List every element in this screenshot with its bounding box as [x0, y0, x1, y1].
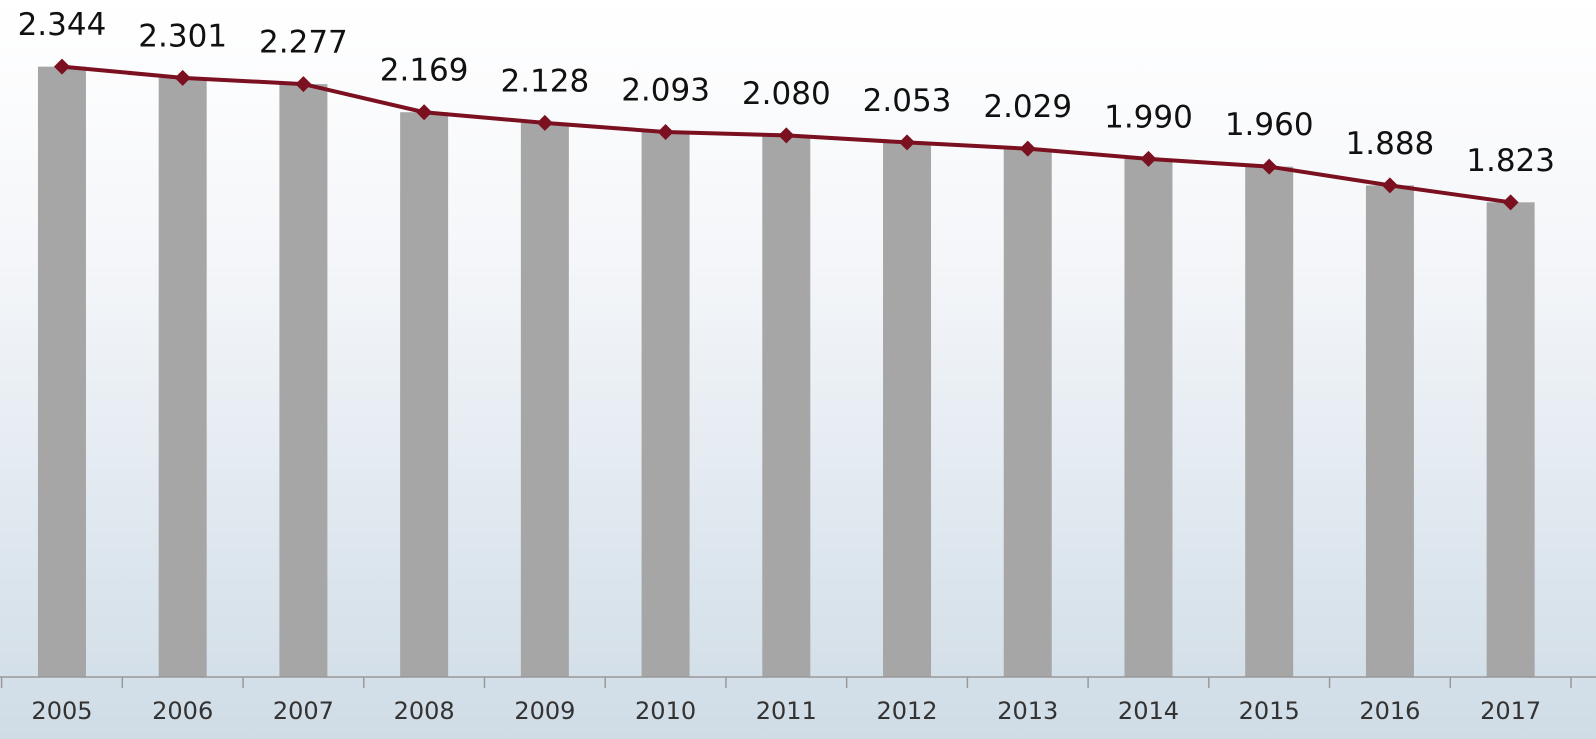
x-tick-label: 2006 [152, 697, 213, 725]
value-label: 2.128 [500, 63, 589, 99]
x-tick-label: 2005 [31, 697, 92, 725]
value-label: 2.169 [380, 53, 469, 89]
bar [279, 84, 327, 677]
value-label: 1.960 [1225, 107, 1314, 143]
value-label: 2.277 [259, 25, 348, 61]
value-label: 2.053 [863, 83, 952, 119]
bar [1487, 202, 1535, 677]
value-label: 2.301 [138, 18, 227, 54]
x-tick-label: 2016 [1359, 697, 1420, 725]
x-tick-label: 2015 [1239, 697, 1300, 725]
bar [1366, 185, 1414, 677]
value-label: 2.344 [18, 7, 107, 43]
bar [400, 112, 448, 677]
chart: 2.344 2005 2.301 2006 2.277 2007 2.169 2008 2.12… [0, 0, 1596, 739]
x-tick-label: 2012 [876, 697, 937, 725]
bar [762, 135, 810, 677]
value-label: 1.990 [1104, 99, 1193, 135]
bar [38, 67, 86, 677]
x-tick-label: 2013 [997, 697, 1058, 725]
bar [521, 123, 569, 677]
x-tick-label: 2010 [635, 697, 696, 725]
x-tick-label: 2009 [514, 697, 575, 725]
x-tick-label: 2017 [1480, 697, 1541, 725]
bar [1245, 167, 1293, 677]
bar [159, 78, 207, 677]
x-tick-label: 2008 [394, 697, 455, 725]
bar [642, 132, 690, 677]
value-label: 1.888 [1346, 126, 1435, 162]
value-label: 2.029 [983, 89, 1072, 125]
x-tick-label: 2014 [1118, 697, 1179, 725]
x-tick-label: 2011 [756, 697, 817, 725]
bar [1124, 159, 1172, 677]
bar [1004, 149, 1052, 677]
value-label: 2.080 [742, 76, 831, 112]
x-tick-label: 2007 [273, 697, 334, 725]
bar [883, 142, 931, 677]
value-label: 1.823 [1466, 143, 1555, 179]
value-label: 2.093 [621, 73, 710, 109]
